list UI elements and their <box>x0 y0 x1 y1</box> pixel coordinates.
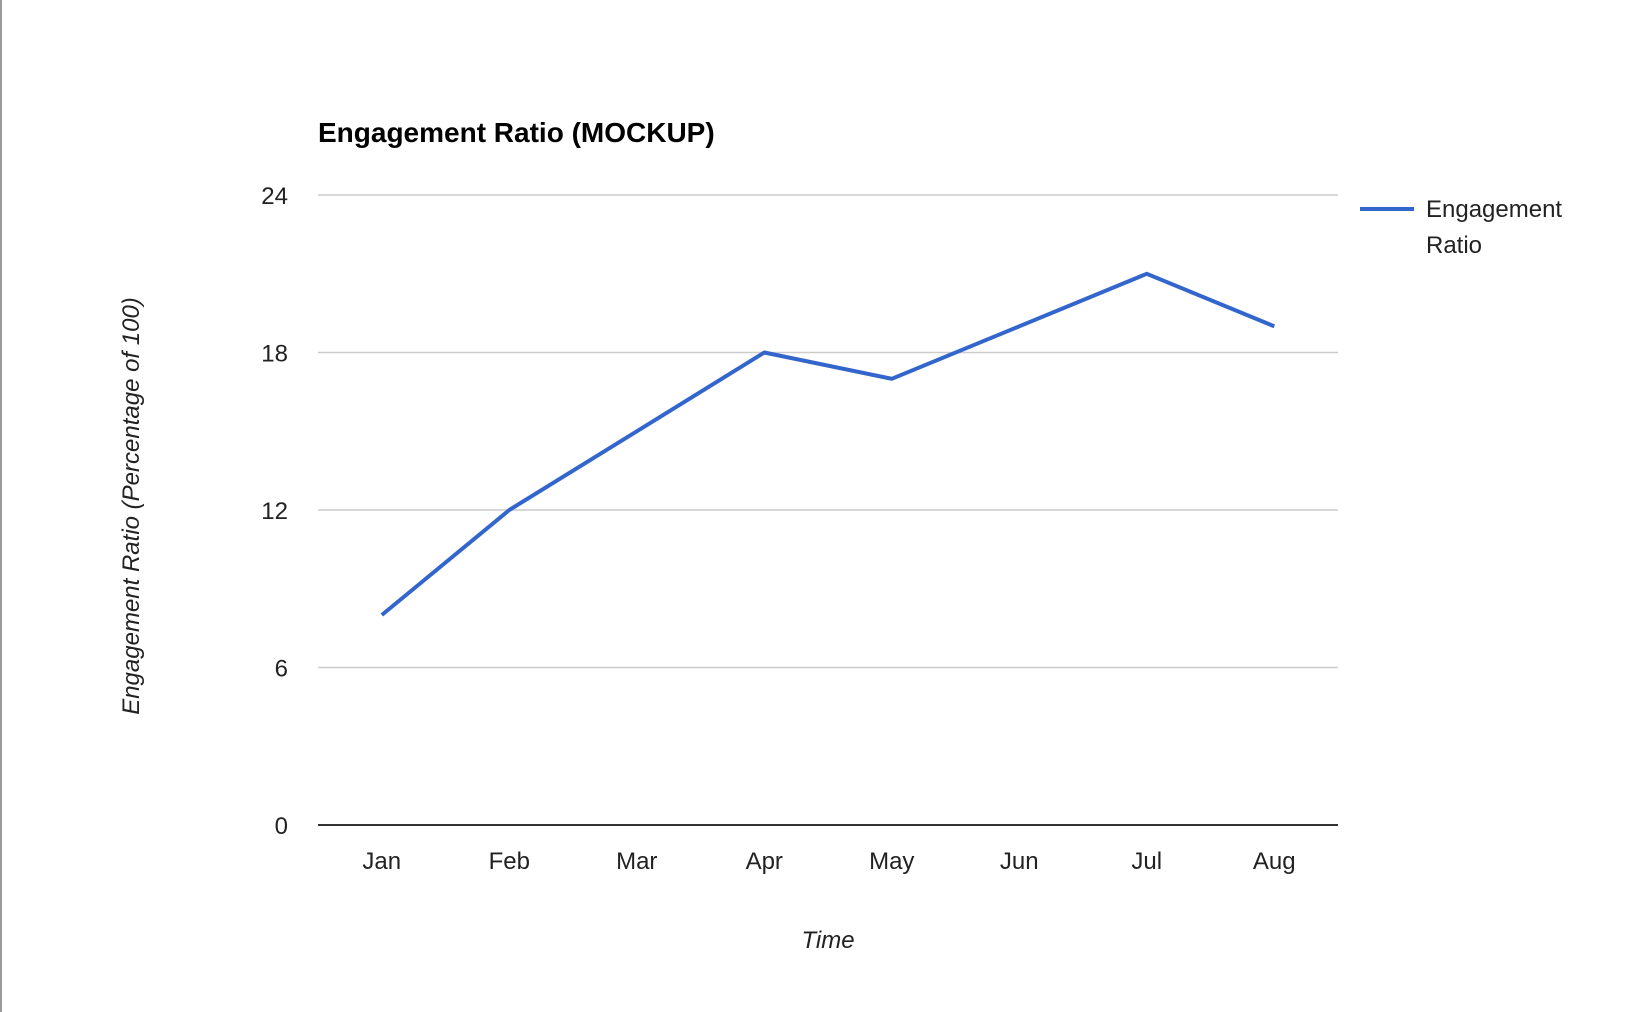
x-tick-label: Aug <box>1253 848 1296 875</box>
y-tick-label: 24 <box>261 183 288 210</box>
legend: Engagement Ratio <box>1360 196 1562 259</box>
series-line-engagement-ratio <box>380 271 1276 617</box>
x-tick-labels: Jan Feb Mar Apr May Jun Jul Aug <box>362 848 1295 875</box>
legend-label-line-1: Engagement <box>1426 196 1562 223</box>
x-tick-label: Apr <box>746 848 783 875</box>
chart-title: Engagement Ratio (MOCKUP) <box>318 117 715 148</box>
gridlines <box>318 194 1338 826</box>
x-tick-label: May <box>869 848 914 875</box>
y-tick-label: 6 <box>275 656 288 683</box>
y-axis-title: Engagement Ratio (Percentage of 100) <box>118 297 145 715</box>
y-tick-labels: 0 6 12 18 24 <box>261 183 288 840</box>
y-tick-label: 0 <box>275 813 288 840</box>
x-tick-label: Jan <box>362 848 401 875</box>
x-tick-label: Mar <box>616 848 657 875</box>
x-tick-label: Jul <box>1131 848 1162 875</box>
x-axis-title: Time <box>801 927 854 954</box>
y-tick-label: 12 <box>261 498 288 525</box>
legend-label-line-2: Ratio <box>1426 232 1482 259</box>
y-tick-label: 18 <box>261 341 288 368</box>
x-tick-label: Feb <box>489 848 530 875</box>
series-lines <box>380 271 1276 617</box>
x-tick-label: Jun <box>1000 848 1039 875</box>
